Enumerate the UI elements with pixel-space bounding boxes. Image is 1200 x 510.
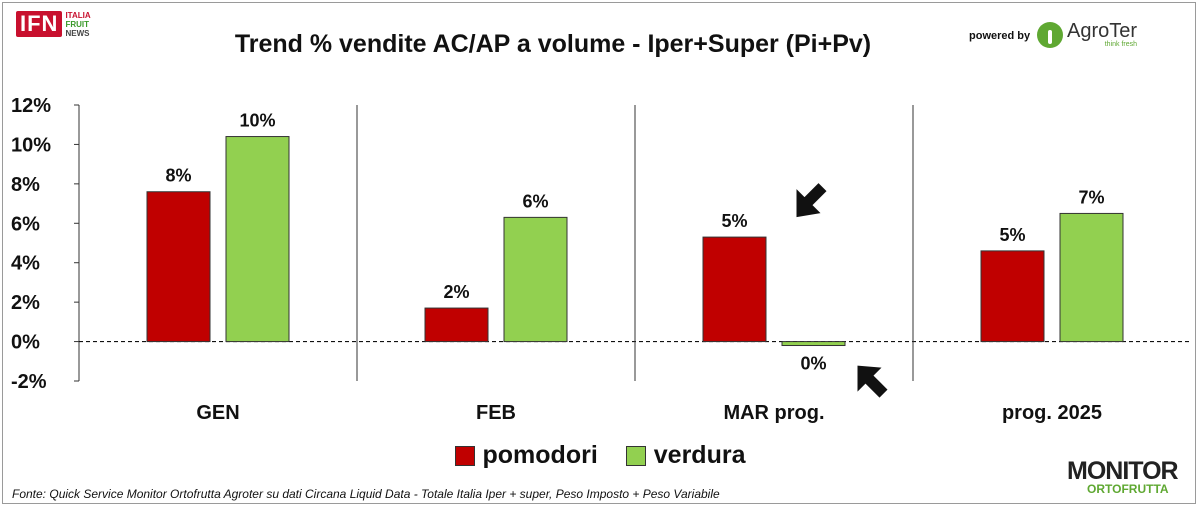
bar-verdura	[781, 341, 846, 347]
ifn-logo-text: ITALIA FRUIT NEWS	[65, 11, 90, 38]
bar-pomodori	[146, 191, 211, 343]
tree-icon	[1037, 22, 1063, 48]
ifn-logo-line1: ITALIA	[65, 11, 91, 20]
x-tick-label: FEB	[476, 402, 516, 424]
legend-item-pomodori: pomodori	[454, 441, 598, 470]
y-tick-label: 0%	[11, 332, 40, 354]
bar-verdura	[503, 216, 568, 343]
monitor-logo-bottom: ORTOFRUTTA	[1087, 482, 1169, 496]
data-label-verdura: 0%	[800, 354, 826, 374]
data-label-verdura: 7%	[1078, 187, 1104, 207]
arrow-annotation-icon	[857, 365, 888, 398]
legend-swatch-verdura	[625, 445, 646, 466]
bar-pomodori	[424, 307, 489, 343]
agroter-name: AgroTer	[1067, 20, 1138, 42]
data-label-pomodori: 5%	[999, 225, 1025, 245]
data-label-pomodori: 5%	[721, 211, 747, 231]
ifn-logo-line2: FRUIT	[65, 20, 90, 29]
powered-by-label: powered by	[969, 30, 1031, 42]
bar-pomodori	[980, 250, 1045, 343]
bar-verdura	[1059, 212, 1124, 343]
y-tick-label: 4%	[11, 253, 40, 275]
y-tick-label: 12%	[11, 95, 51, 117]
ifn-logo-line3: NEWS	[65, 29, 90, 38]
source-note: Fonte: Quick Service Monitor Ortofrutta …	[12, 487, 720, 501]
y-tick-label: 6%	[11, 213, 40, 235]
legend-label-verdura: verdura	[653, 441, 746, 469]
legend-label-pomodori: pomodori	[482, 441, 598, 469]
x-tick-label: MAR prog.	[723, 402, 824, 424]
bar-pomodori	[702, 236, 767, 343]
ifn-logo: IFN ITALIA FRUIT NEWS	[16, 11, 91, 38]
x-tick-label: GEN	[196, 402, 239, 424]
bar-verdura	[225, 136, 290, 343]
data-label-verdura: 6%	[522, 191, 548, 211]
arrow-annotation-icon	[796, 183, 827, 218]
chart-frame: IFN ITALIA FRUIT NEWS Trend % vendite AC…	[2, 2, 1196, 504]
legend-item-verdura: verdura	[625, 441, 746, 470]
data-label-verdura: 10%	[239, 111, 275, 131]
monitor-logo-top: MONITOR	[1067, 457, 1179, 485]
legend: pomodori verdura	[3, 441, 1197, 470]
y-tick-label: 8%	[11, 174, 40, 196]
data-label-pomodori: 8%	[165, 166, 191, 186]
agroter-logo: AgroTer think fresh	[1037, 21, 1137, 49]
bar-chart: 12% 10% 8% 6% 4% 2% 0% -2% 8% 10% GEN 2% 6% FEB 5% 0% MA…	[11, 95, 1191, 424]
y-tick-label: 2%	[11, 292, 40, 314]
chart-title: Trend % vendite AC/AP a volume - Iper+Su…	[234, 30, 872, 58]
monitor-ortofrutta-logo: MONITOR ORTOFRUTTA	[1067, 457, 1187, 496]
ifn-logo-box: IFN	[16, 11, 63, 37]
agroter-tagline: think fresh	[1104, 41, 1138, 48]
y-tick-label: -2%	[11, 371, 47, 393]
data-label-pomodori: 2%	[443, 282, 469, 302]
y-tick-label: 10%	[11, 134, 51, 156]
legend-swatch-pomodori	[454, 445, 475, 466]
x-tick-label: prog. 2025	[1002, 402, 1102, 424]
